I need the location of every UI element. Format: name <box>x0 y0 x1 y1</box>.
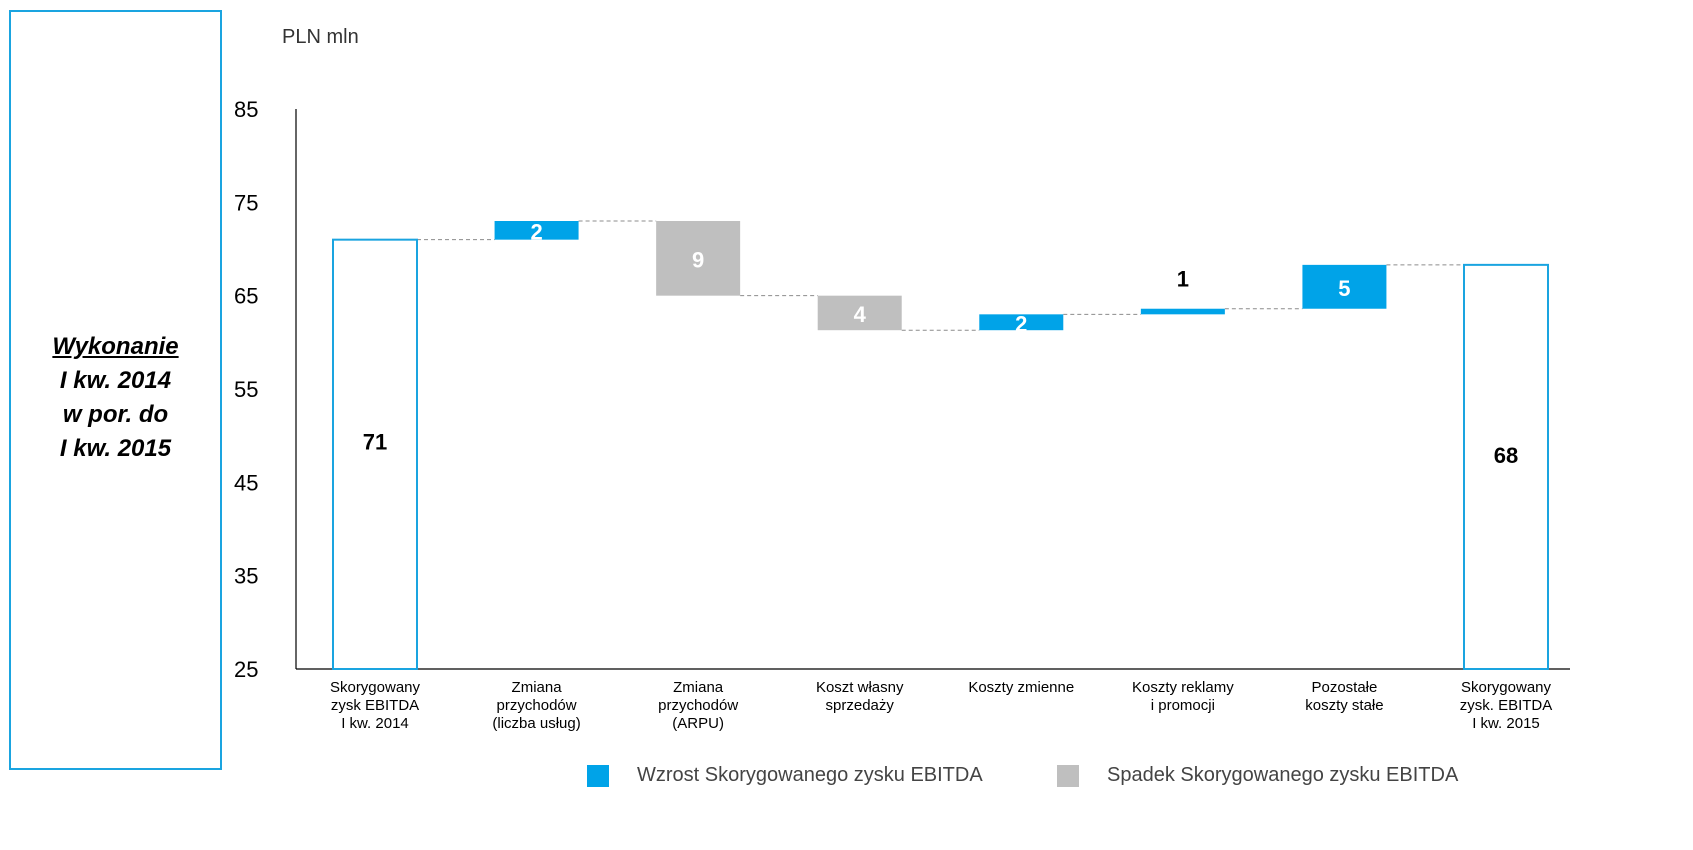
y-tick-label: 85 <box>234 97 258 122</box>
legend-item-increase: Wzrost Skorygowanego zysku EBITDA <box>587 764 983 787</box>
legend-item-decrease: Spadek Skorygowanego zysku EBITDA <box>1057 764 1458 787</box>
x-category-label-line: Pozostałe <box>1311 679 1377 696</box>
bar-total <box>1463 263 1549 670</box>
x-category-label: Zmiana przychodów (ARPU) <box>658 679 738 732</box>
y-tick-label: 25 <box>234 657 258 682</box>
x-category-label: Pozostałe koszty stałe <box>1305 679 1383 714</box>
side-panel-text: Wykonanie I kw. 2014 w por. do I kw. 201… <box>11 330 220 466</box>
bar-decrease <box>656 221 741 296</box>
bar-value-label: 4 <box>854 302 867 327</box>
x-category-label-line: Koszt własny <box>816 679 904 696</box>
y-tick-label: 75 <box>234 190 258 215</box>
bar-decrease <box>817 295 902 331</box>
bar-total <box>332 238 418 671</box>
x-category-label-line: Zmiana <box>512 679 563 696</box>
legend-label-decrease: Spadek Skorygowanego zysku EBITDA <box>1107 764 1459 786</box>
bar-value-label: 1 <box>1177 267 1189 292</box>
y-tick-label: 65 <box>234 284 258 309</box>
x-category-label: Koszty zmienne <box>968 679 1074 696</box>
x-category-label-line: I kw. 2014 <box>341 715 409 732</box>
legend-swatch-decrease <box>1057 764 1079 787</box>
x-category-label: Koszty reklamy i promocji <box>1132 679 1234 714</box>
x-category-label-line: Koszty zmienne <box>968 679 1074 696</box>
x-category-label-line: i promocji <box>1151 697 1215 714</box>
x-category-label-line: zysk. EBITDA <box>1460 697 1553 714</box>
y-axis-unit-label: PLN mln <box>282 26 359 48</box>
x-category-label-line: I kw. 2015 <box>1472 715 1540 732</box>
x-category-label-line: sprzedaży <box>826 697 895 714</box>
x-category-label-line: zysk EBITDA <box>331 697 419 714</box>
x-category-label-line: (ARPU) <box>672 715 724 732</box>
x-category-label-line: przychodów <box>658 697 738 714</box>
x-category-label-line: Skorygowany <box>1461 679 1552 696</box>
x-category-label-line: Koszty reklamy <box>1132 679 1234 696</box>
x-category-label-line: przychodów <box>497 697 577 714</box>
x-category-label: Skorygowany zysk EBITDA I kw. 2014 <box>330 679 421 732</box>
x-category-label-line: (liczba usług) <box>492 715 580 732</box>
bar-value-label: 9 <box>692 247 704 272</box>
bar-value-label: 71 <box>363 429 387 454</box>
legend-swatch-increase <box>587 764 609 787</box>
x-category-label: Koszt własny sprzedaży <box>816 679 904 714</box>
x-category-label: Skorygowany zysk. EBITDA I kw. 2015 <box>1460 679 1553 732</box>
y-tick-label: 45 <box>234 470 258 495</box>
side-panel-line-1: Wykonanie <box>52 333 179 360</box>
bar-increase <box>979 314 1064 331</box>
bar-increase <box>1302 264 1387 309</box>
side-panel-line-4: I kw. 2015 <box>59 435 172 462</box>
bar-value-label: 2 <box>530 219 542 244</box>
side-panel-line-3: w por. do <box>62 401 169 428</box>
bar-value-label: 68 <box>1494 443 1518 468</box>
bar-value-label: 5 <box>1338 276 1350 301</box>
x-category-label: Zmiana przychodów (liczba usług) <box>492 679 580 732</box>
waterfall-chart: PLN mln 25 35 45 55 65 75 85 71 2 9 4 2 1 5 68 Skorygowa… <box>234 26 1570 732</box>
chart-legend: Wzrost Skorygowanego zysku EBITDA Spadek… <box>0 764 1693 794</box>
x-category-label-line: Zmiana <box>673 679 724 696</box>
y-tick-label: 55 <box>234 377 258 402</box>
bar-increase <box>494 221 579 240</box>
bar-value-label: 2 <box>1015 311 1027 336</box>
side-panel-line-2: I kw. 2014 <box>59 367 172 394</box>
x-category-label-line: koszty stałe <box>1305 697 1383 714</box>
x-category-label-line: Skorygowany <box>330 679 421 696</box>
bar-increase <box>1140 308 1225 315</box>
legend-label-increase: Wzrost Skorygowanego zysku EBITDA <box>637 764 983 786</box>
side-panel: Wykonanie I kw. 2014 w por. do I kw. 201… <box>9 10 222 770</box>
y-tick-label: 35 <box>234 564 258 589</box>
